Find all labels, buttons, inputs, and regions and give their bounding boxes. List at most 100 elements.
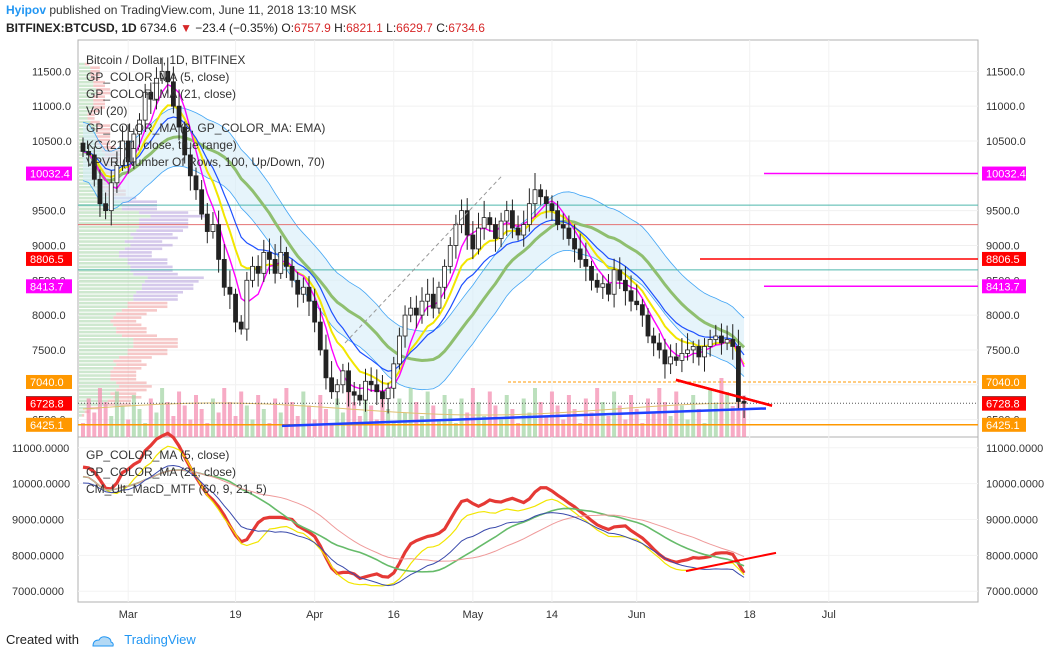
sub-legend-ma21[interactable]: GP_COLOR_MA (21, close): [86, 465, 237, 479]
volume-bar: [267, 423, 272, 437]
vpvr-up-bar: [79, 62, 85, 66]
legend-ma21[interactable]: GP_COLOR_MA (21, close): [86, 87, 237, 101]
vpvr-down-bar: [113, 323, 142, 327]
sub-y-tick-left: 7000.0000: [12, 586, 64, 598]
candle-body: [526, 203, 532, 225]
price-label-right-text: 8806.5: [986, 254, 1020, 266]
volume-bar: [227, 402, 232, 437]
volume-bar: [239, 391, 244, 437]
vpvr-up-bar: [79, 258, 128, 261]
volume-bar: [578, 423, 583, 437]
sub-y-tick-left: 9000.0000: [12, 515, 64, 527]
x-tick-label: 16: [388, 609, 400, 621]
legend-vpvr[interactable]: VPVR (Number Of Rows, 100, Up/Down, 70): [86, 155, 325, 169]
volume-bar: [493, 405, 498, 437]
vpvr-up-bar: [79, 334, 122, 338]
candle-body: [385, 387, 391, 400]
vpvr-up-bar: [79, 189, 105, 193]
vpvr-up-bar: [79, 211, 140, 214]
vpvr-down-bar: [90, 109, 100, 113]
vpvr-down-bar: [110, 370, 137, 374]
candle-body: [560, 224, 566, 229]
legend-ma5[interactable]: GP_COLOR_MA (5, close): [86, 70, 230, 84]
sub-y-tick-right: 9000.0000: [986, 515, 1038, 527]
last-price: 6734.6: [140, 21, 177, 35]
volume-bar: [114, 391, 119, 437]
price-label-left: [26, 374, 72, 389]
vpvr-up-bar: [79, 388, 117, 392]
vpvr-down-bar: [130, 243, 173, 247]
vpvr-up-bar: [79, 323, 114, 327]
price-label-left: [26, 166, 72, 181]
vpvr-down-bar: [116, 330, 147, 334]
legend-title[interactable]: Bitcoin / Dollar, 1D, BITFINEX: [86, 53, 246, 67]
vpvr-up-bar: [79, 66, 91, 69]
candle-body: [193, 175, 199, 191]
candle-body: [555, 210, 560, 225]
sub-legend-macd[interactable]: CM_Ult_MacD_MTF (60, 9, 21, 5): [86, 482, 267, 496]
candle-body: [363, 380, 368, 401]
candle-body: [673, 356, 679, 361]
close-label: C:: [436, 21, 449, 35]
vpvr-up-bar: [79, 305, 128, 309]
candle-body: [685, 349, 690, 354]
volume-bar: [640, 423, 645, 437]
volume-bar: [629, 395, 634, 437]
vpvr-down-bar: [87, 113, 95, 117]
vpvr-up-bar: [79, 352, 128, 356]
vpvr-up-bar: [79, 410, 85, 414]
vpvr-down-bar: [110, 374, 137, 377]
volume-bar: [318, 395, 323, 437]
legend-kc[interactable]: KC (21, 1, close, true range): [86, 138, 237, 152]
candle-body: [668, 356, 673, 365]
candle-body: [487, 217, 493, 225]
author-name[interactable]: Hyipov: [6, 3, 47, 17]
candle-body: [244, 279, 250, 330]
volume-bar: [307, 405, 311, 437]
low-label: L:: [386, 21, 397, 35]
vpvr-up-bar: [79, 414, 82, 417]
vpvr-up-bar: [79, 261, 128, 265]
vpvr-down-bar: [110, 319, 137, 323]
volume-bar: [233, 416, 238, 437]
candle-body: [374, 384, 380, 393]
volume-bar: [261, 409, 266, 437]
vpvr-down-bar: [93, 80, 105, 84]
vpvr-down-bar: [124, 247, 163, 251]
vpvr-up-bar: [79, 254, 120, 258]
volume-bar: [97, 388, 102, 437]
vpvr-down-bar: [133, 298, 178, 301]
candle-body: [300, 286, 306, 295]
candle-body: [425, 293, 431, 302]
volume-bar: [510, 409, 515, 437]
x-tick-label: 14: [546, 609, 558, 621]
vpvr-down-bar: [136, 290, 183, 294]
legend-vol[interactable]: Vol (20): [86, 104, 128, 118]
ma5-line: [82, 83, 745, 393]
candle-body: [538, 189, 544, 198]
candle-body: [357, 394, 363, 401]
vpvr-up-bar: [79, 109, 91, 113]
vpvr-down-bar: [90, 73, 100, 77]
vpvr-up-bar: [79, 236, 134, 240]
candle-body: [442, 265, 448, 288]
candle-body: [272, 258, 278, 274]
vpvr-up-bar: [79, 341, 134, 345]
candle-body: [509, 210, 515, 229]
vpvr-up-bar: [79, 298, 134, 301]
vpvr-up-bar: [79, 294, 134, 298]
legend-ema[interactable]: GP_COLOR_MA (9, GP_COLOR_MA: EMA): [86, 121, 326, 135]
candle-body: [719, 335, 724, 344]
tradingview-link[interactable]: TradingView: [124, 632, 196, 647]
volume-bar: [725, 392, 730, 437]
vpvr-up-bar: [79, 363, 117, 366]
vpvr-up-bar: [79, 381, 117, 385]
sub-legend-ma5[interactable]: GP_COLOR_MA (5, close): [86, 448, 230, 462]
volume-bar: [363, 391, 368, 437]
vpvr-down-bar: [139, 222, 189, 225]
vpvr-down-bar: [113, 395, 142, 399]
price-label-right-text: 6728.8: [986, 399, 1020, 411]
volume-bar: [572, 409, 577, 437]
volume-bar: [391, 423, 396, 437]
